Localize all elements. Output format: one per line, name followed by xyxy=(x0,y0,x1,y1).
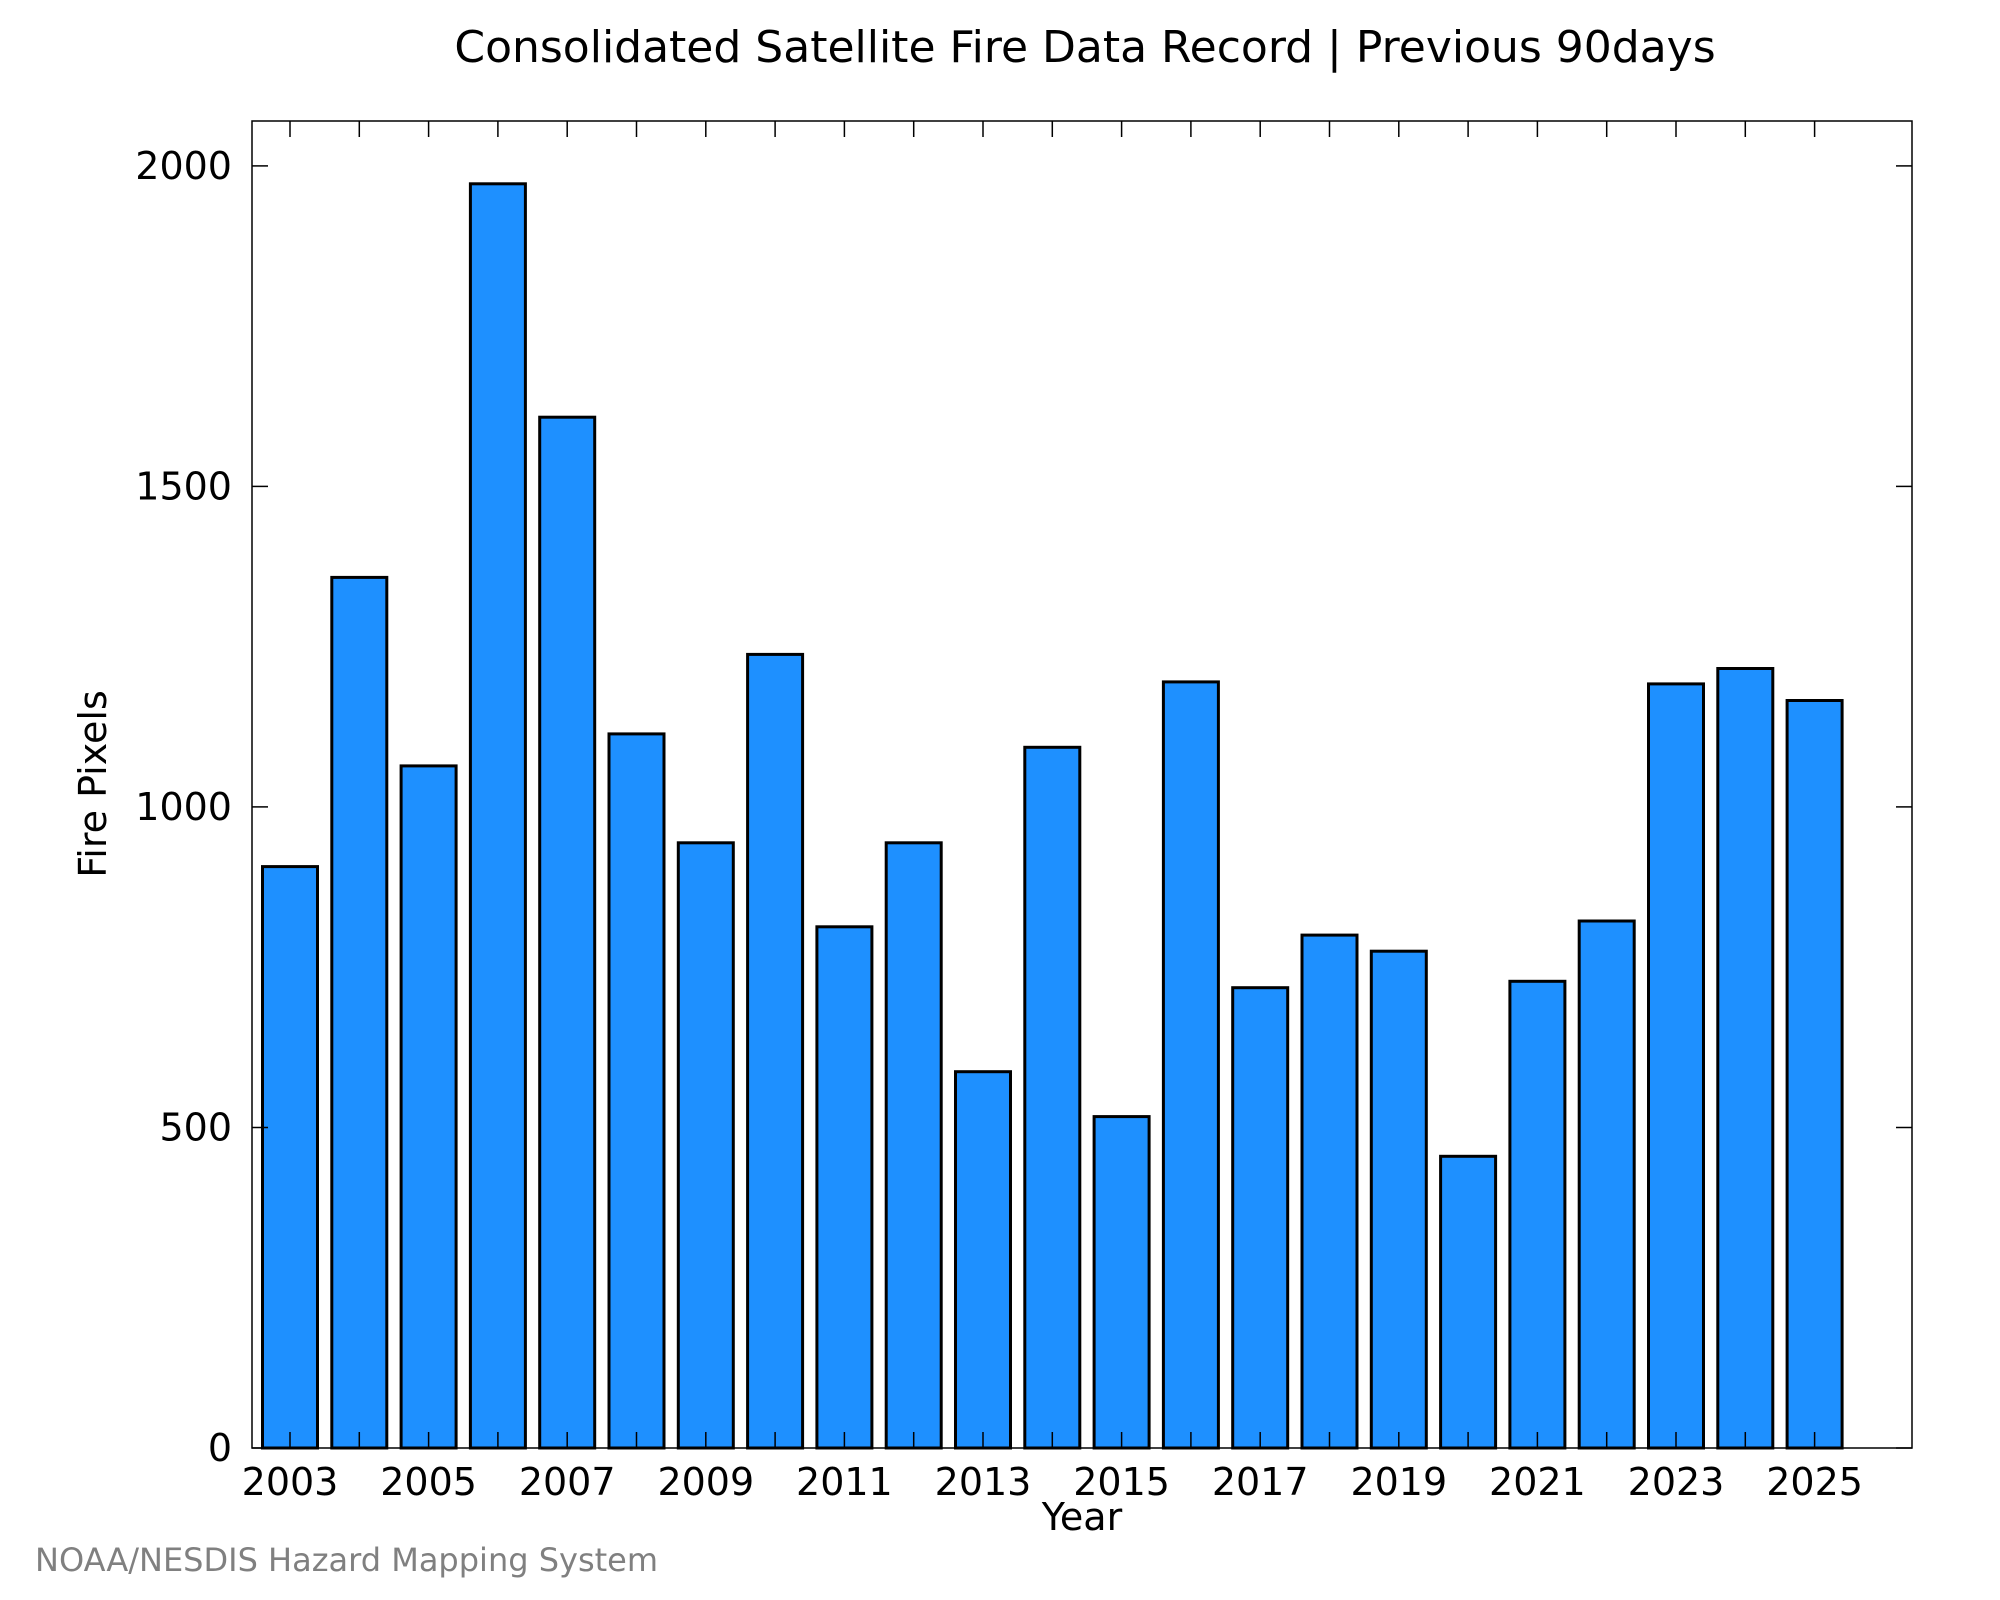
x-tick-label-2005: 2005 xyxy=(380,1460,477,1504)
y-tick-label-1500: 1500 xyxy=(135,464,232,508)
x-tick-label-2007: 2007 xyxy=(519,1460,616,1504)
bar-2014 xyxy=(1023,745,1082,1450)
y-tick-label-0: 0 xyxy=(208,1426,232,1470)
y-tick-label-1000: 1000 xyxy=(135,785,232,829)
bar-2005 xyxy=(399,764,458,1450)
x-tick-label-2025: 2025 xyxy=(1766,1460,1863,1504)
bar-2015 xyxy=(1092,1115,1151,1450)
x-tick-label-2013: 2013 xyxy=(935,1460,1032,1504)
y-tick-label-2000: 2000 xyxy=(135,144,232,188)
x-tick-label-2019: 2019 xyxy=(1350,1460,1447,1504)
x-tick-label-2015: 2015 xyxy=(1073,1460,1170,1504)
source-credit: NOAA/NESDIS Hazard Mapping System xyxy=(35,1541,658,1579)
x-tick-label-2017: 2017 xyxy=(1212,1460,1309,1504)
x-axis-label: Year xyxy=(1041,1495,1123,1539)
bar-2004 xyxy=(330,575,389,1450)
bar-2016 xyxy=(1161,680,1220,1450)
bar-2010 xyxy=(746,652,805,1450)
bar-2011 xyxy=(815,925,874,1450)
x-tick-label-2021: 2021 xyxy=(1489,1460,1586,1504)
bar-2006 xyxy=(468,182,527,1450)
bar-2007 xyxy=(538,415,597,1450)
y-axis-label: Fire Pixels xyxy=(71,690,115,878)
bar-2022 xyxy=(1577,919,1636,1450)
x-tick-label-2023: 2023 xyxy=(1628,1460,1725,1504)
y-tick-label-500: 500 xyxy=(159,1106,232,1150)
bar-2013 xyxy=(954,1070,1012,1450)
bar-2018 xyxy=(1300,933,1359,1450)
x-tick-label-2003: 2003 xyxy=(242,1460,339,1504)
bar-2009 xyxy=(676,841,735,1450)
bar-2012 xyxy=(884,841,943,1450)
plot-frame xyxy=(251,120,1913,1449)
bar-2023 xyxy=(1647,682,1705,1450)
bar-2017 xyxy=(1231,986,1290,1450)
bar-2008 xyxy=(607,732,666,1450)
bars-group xyxy=(261,182,1844,1450)
x-tick-label-2009: 2009 xyxy=(657,1460,754,1504)
ticks-group: 0 500 1000 1500 2000 2003 2005 2007 2009 2011 2013… xyxy=(135,121,1912,1504)
x-tick-label-2011: 2011 xyxy=(796,1460,893,1504)
bar-2020 xyxy=(1439,1154,1498,1450)
chart-title: Consolidated Satellite Fire Data Record … xyxy=(454,22,1715,73)
bar-2019 xyxy=(1369,949,1428,1450)
bar-2024 xyxy=(1716,667,1775,1450)
bar-2021 xyxy=(1508,979,1567,1450)
bar-2025 xyxy=(1785,699,1844,1450)
bar-2003 xyxy=(261,865,319,1450)
